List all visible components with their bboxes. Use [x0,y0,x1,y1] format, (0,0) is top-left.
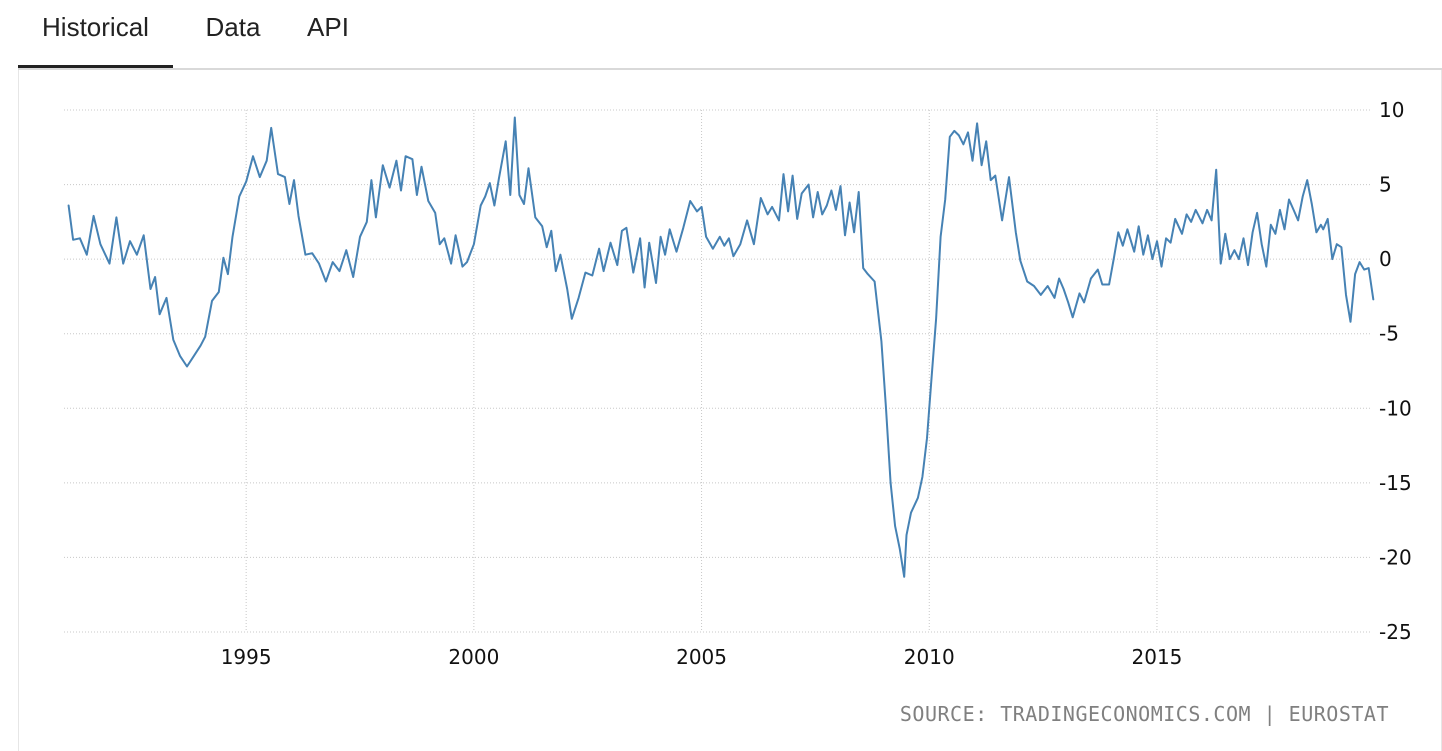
y-tick-label: 5 [1379,173,1392,197]
tab-historical[interactable]: Historical [18,12,173,68]
tab-bar: Historical Data API [18,0,1442,70]
tab-data[interactable]: Data [205,12,261,42]
y-tick-label: -5 [1379,322,1399,346]
x-tick-label: 2000 [448,645,499,669]
series-line [67,116,1375,578]
y-tick-label: -20 [1379,545,1412,569]
x-tick-label: 2015 [1132,645,1183,669]
x-tick-label: 2005 [676,645,727,669]
y-tick-label: -15 [1379,471,1412,495]
tab-api[interactable]: API [307,12,349,42]
x-tick-label: 2010 [904,645,955,669]
chart-panel: 10 5 0 -5 -10 -15 -20 -25 1995 2000 2005 2010 2015 S… [18,70,1442,751]
y-tick-label: 10 [1379,98,1404,122]
y-tick-label: 0 [1379,247,1392,271]
line-chart: 10 5 0 -5 -10 -15 -20 -25 1995 2000 2005 2010 2015 [64,98,1412,669]
source-attribution: SOURCE: TRADINGECONOMICS.COM | EUROSTAT [899,702,1389,726]
y-tick-label: -25 [1379,620,1412,644]
x-tick-label: 1995 [221,645,272,669]
y-tick-label: -10 [1379,396,1412,420]
